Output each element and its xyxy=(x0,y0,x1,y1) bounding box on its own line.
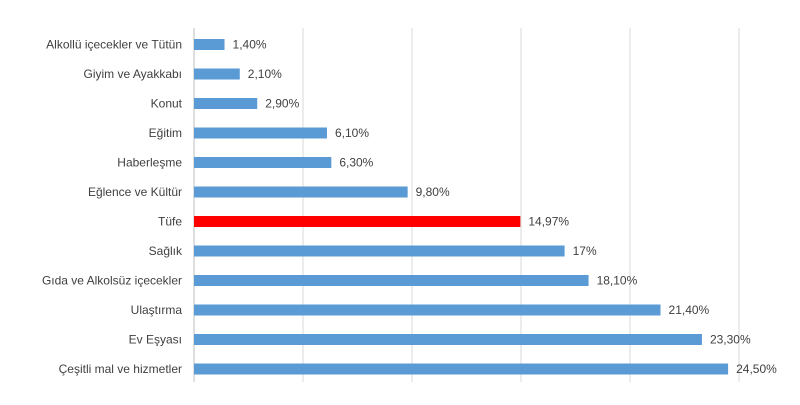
bar xyxy=(194,275,589,286)
bar xyxy=(194,98,258,109)
bar xyxy=(194,39,225,50)
data-label: 17% xyxy=(573,244,597,258)
bar xyxy=(194,334,702,345)
data-label: 24,50% xyxy=(736,362,777,376)
category-label: Ulaştırma xyxy=(131,303,183,317)
data-label: 14,97% xyxy=(528,215,569,229)
category-label: Sağlık xyxy=(149,244,183,258)
bar xyxy=(194,186,408,198)
category-label: Eğlence ve Kültür xyxy=(88,185,182,199)
category-label: Konut xyxy=(151,97,183,111)
data-label: 18,10% xyxy=(597,274,638,288)
data-labels: 1,40% 2,10% 2,90% 6,10% 6,30% 9,80% 14,97% 17% 1… xyxy=(233,38,778,377)
category-label: Alkollü içecekler ve Tütün xyxy=(46,38,182,52)
bar xyxy=(194,68,240,80)
category-label: Eğitim xyxy=(149,126,182,140)
category-label: Tüfe xyxy=(158,215,182,229)
category-label: Haberleşme xyxy=(117,156,182,170)
data-label: 6,10% xyxy=(335,126,369,140)
bar xyxy=(194,304,661,316)
bar xyxy=(194,127,327,139)
category-label: Çeşitli mal ve hizmetler xyxy=(59,362,182,376)
category-label: Ev Eşyası xyxy=(129,333,182,347)
bar xyxy=(194,245,565,257)
bar xyxy=(194,363,729,375)
bars xyxy=(194,39,729,375)
category-label: Giyim ve Ayakkabı xyxy=(84,67,182,81)
gridlines xyxy=(193,28,740,382)
data-label: 21,40% xyxy=(669,303,710,317)
category-label: Gıda ve Alkolsüz içecekler xyxy=(42,274,182,288)
data-label: 2,10% xyxy=(248,67,282,81)
data-label: 2,90% xyxy=(265,97,299,111)
data-label: 1,40% xyxy=(233,38,267,52)
bar xyxy=(194,157,332,168)
data-label: 6,30% xyxy=(339,156,373,170)
data-label: 23,30% xyxy=(710,333,751,347)
category-labels: Alkollü içecekler ve Tütün Giyim ve Ayakk… xyxy=(42,38,183,377)
bar-highlight xyxy=(194,216,521,227)
data-label: 9,80% xyxy=(416,185,450,199)
